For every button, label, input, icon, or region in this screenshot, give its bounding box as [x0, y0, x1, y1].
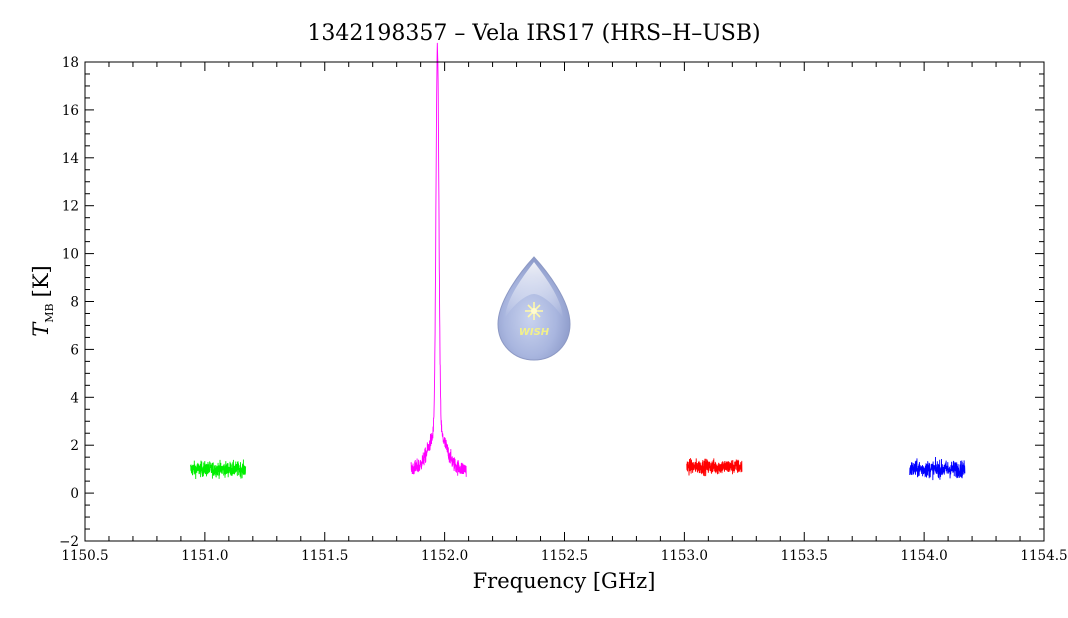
y-tick-label: 16: [62, 103, 79, 119]
x-tick-label: 1154.5: [1020, 548, 1067, 564]
spectrum-series-1: [190, 459, 247, 480]
x-tick-label: 1152.5: [541, 548, 588, 564]
y-tick-label: 12: [62, 199, 79, 215]
y-axis-label: TMB [K]: [29, 265, 56, 336]
y-tick-label: 10: [62, 247, 79, 263]
plot-series: [190, 42, 966, 481]
y-tick-label: −2: [59, 534, 79, 550]
y-tick-label: 18: [62, 55, 79, 71]
x-ticks: [84, 62, 1045, 541]
x-axis-label: Frequency [GHz]: [473, 569, 656, 593]
y-tick-label: 8: [70, 295, 79, 311]
y-axis-unit: [K]: [29, 265, 53, 297]
y-axis-symbol: T: [29, 321, 53, 337]
x-tick-label: 1154.0: [901, 548, 948, 564]
x-tick-labels: 1150.5 1151.0 1151.5 1152.0 1152.5 1153.0 1153…: [61, 548, 1067, 564]
y-ticks: [85, 61, 1044, 542]
spectrum-series-3: [686, 458, 743, 477]
logo-text: WISH: [519, 327, 550, 338]
x-tick-label: 1153.5: [781, 548, 828, 564]
y-tick-labels: −2 0 2 4 6 8 10 12 14 16 18: [59, 55, 79, 550]
y-tick-label: 6: [70, 342, 79, 358]
y-tick-label: 2: [70, 438, 79, 454]
x-tick-label: 1151.0: [181, 548, 228, 564]
x-tick-label: 1150.5: [61, 548, 108, 564]
y-tick-label: 4: [70, 390, 79, 406]
logo-star-core: [531, 308, 537, 314]
wish-logo: WISH: [497, 256, 571, 361]
logo-drop-highlight: [505, 262, 563, 318]
x-tick-label: 1151.5: [301, 548, 348, 564]
spectrum-series-4: [909, 456, 966, 481]
y-tick-label: 0: [70, 486, 79, 502]
y-tick-label: 14: [62, 151, 79, 167]
y-axis-subscript: MB: [43, 303, 56, 322]
spectrum-series-2: [410, 42, 467, 477]
svg-text:TMB[K]: TMB [K]: [29, 265, 56, 336]
x-tick-label: 1153.0: [661, 548, 708, 564]
chart-title: 1342198357 – Vela IRS17 (HRS–H–USB): [307, 21, 760, 46]
x-tick-label: 1152.0: [421, 548, 468, 564]
